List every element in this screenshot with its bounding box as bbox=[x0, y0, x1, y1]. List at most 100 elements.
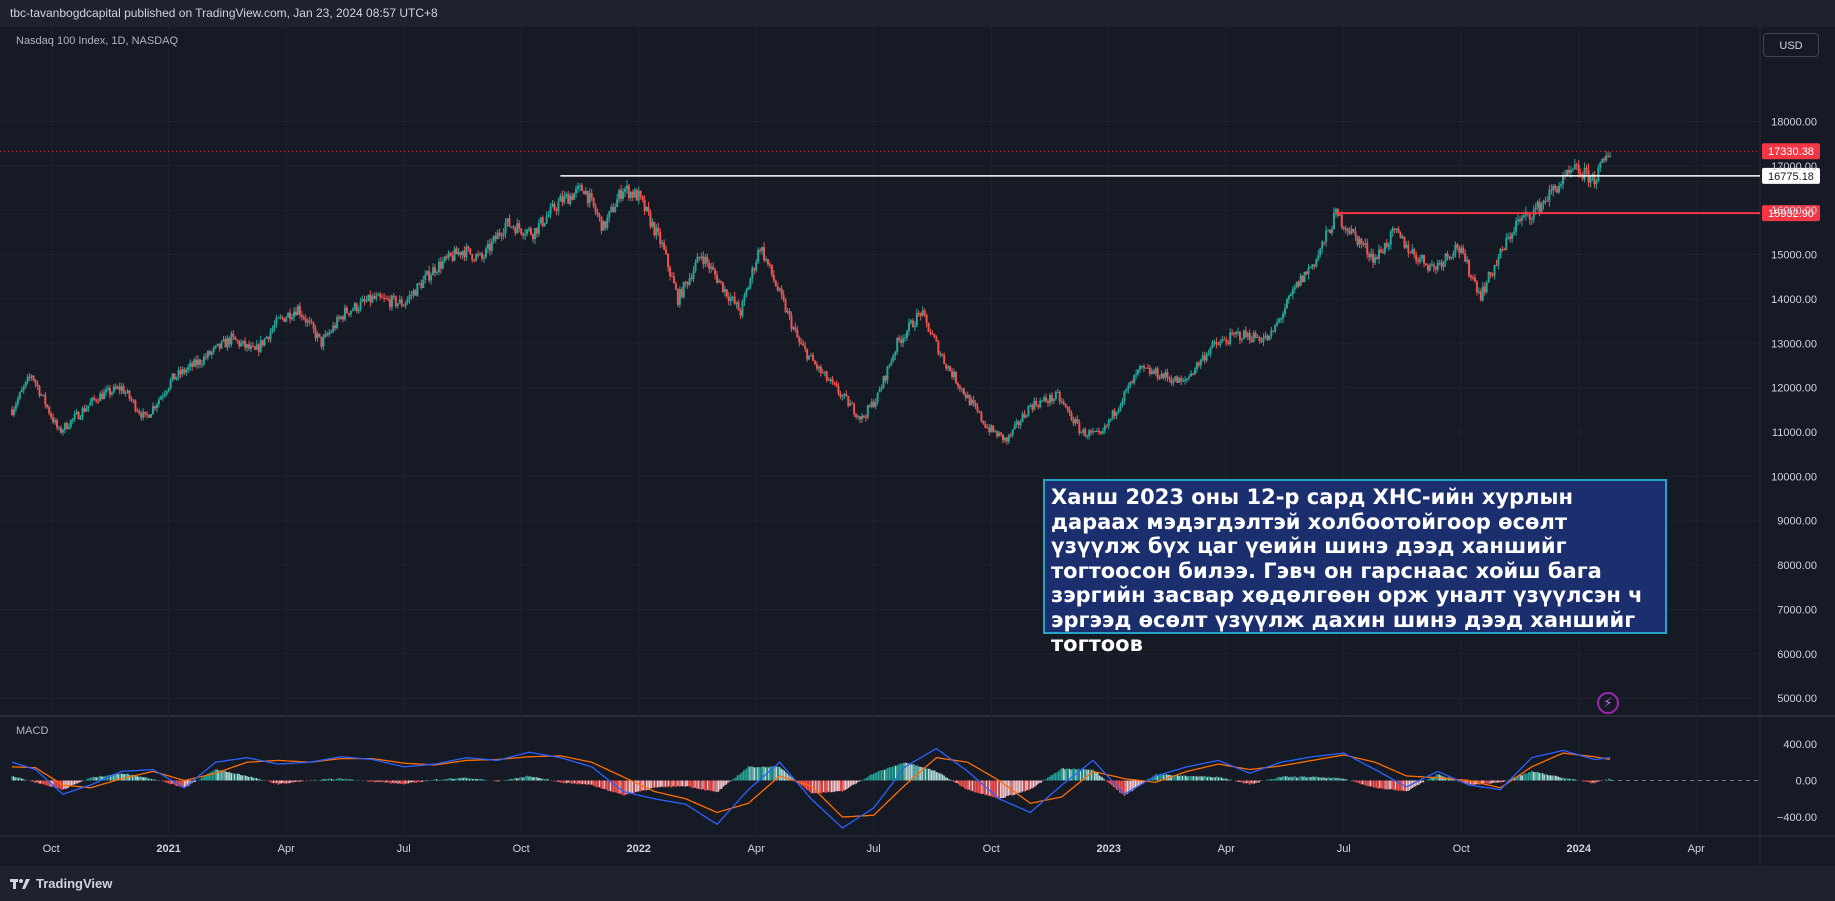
time-axis[interactable]: Oct 2021 Apr Jul Oct 2022 Apr Jul Oct 2023 Apr Jul O… bbox=[43, 843, 1706, 855]
price-candle-body bbox=[1517, 219, 1520, 222]
price-candle-body bbox=[50, 413, 53, 418]
price-candle-body bbox=[261, 340, 264, 346]
price-candle-body bbox=[1233, 333, 1236, 335]
price-candle-body bbox=[1364, 242, 1367, 245]
price-candle-body bbox=[77, 411, 80, 420]
price-tick-label: 5000.00 bbox=[1777, 693, 1817, 705]
price-candle-body bbox=[1458, 247, 1461, 254]
price-candle-body bbox=[345, 307, 348, 314]
price-candle-body bbox=[1573, 164, 1576, 170]
price-candle-body bbox=[1466, 259, 1469, 262]
symbol-title[interactable]: Nasdaq 100 Index, 1D, NASDAQ bbox=[16, 35, 179, 47]
price-candle-body bbox=[510, 226, 513, 228]
price-candle-body bbox=[915, 312, 918, 326]
price-candle-body bbox=[1518, 219, 1521, 221]
price-candle-body bbox=[118, 386, 121, 391]
price-candle-body bbox=[267, 336, 270, 340]
price-candle-body bbox=[175, 377, 178, 380]
price-candle-body bbox=[962, 388, 965, 395]
price-candle-body bbox=[85, 408, 88, 412]
price-candle-body bbox=[1197, 362, 1200, 366]
price-candle-body bbox=[208, 351, 211, 355]
price-candle-body bbox=[1240, 339, 1243, 341]
price-candle-body bbox=[388, 299, 391, 308]
price-candle-body bbox=[36, 383, 39, 387]
brand-name[interactable]: TradingView bbox=[36, 876, 113, 891]
time-tick-label: Oct bbox=[983, 843, 1000, 855]
price-candle-body bbox=[872, 401, 875, 407]
price-candle-body bbox=[1223, 339, 1226, 341]
lightning-icon[interactable]: ⚡ bbox=[1597, 692, 1619, 714]
price-candle-body bbox=[575, 188, 578, 194]
currency-button[interactable]: USD bbox=[1763, 33, 1819, 57]
horizontal-level-label: 16775.18 bbox=[1768, 171, 1814, 183]
price-candle-body bbox=[604, 221, 607, 228]
price-candle-body bbox=[1195, 362, 1198, 370]
horizontal-level-label-bg bbox=[1762, 167, 1820, 184]
price-candle-body bbox=[1556, 188, 1559, 193]
price-candle-body bbox=[1184, 379, 1187, 381]
price-candle-body bbox=[1493, 265, 1496, 276]
price-candle-body bbox=[1027, 406, 1030, 417]
price-candle-body bbox=[1309, 267, 1312, 269]
macd-indicator-label[interactable]: MACD bbox=[16, 725, 49, 737]
time-tick-label: Apr bbox=[1688, 843, 1705, 855]
price-candle-body bbox=[1133, 375, 1136, 384]
price-candle-body bbox=[224, 339, 227, 348]
price-candle-body bbox=[766, 259, 769, 265]
price-candle-body bbox=[725, 289, 728, 297]
price-candle-body bbox=[163, 393, 166, 396]
price-candle-body bbox=[623, 188, 626, 192]
price-candle-body bbox=[1428, 264, 1431, 271]
price-candle-body bbox=[1170, 379, 1173, 384]
price-candle-body bbox=[1023, 413, 1026, 418]
price-candle-body bbox=[428, 270, 431, 281]
annotation-text: Ханш 2023 оны 12-р сард ХНС-ийн хурлын д… bbox=[1051, 485, 1643, 656]
price-candle-body bbox=[1086, 436, 1089, 438]
price-candle-body bbox=[1150, 370, 1153, 374]
price-candle-body bbox=[1238, 331, 1241, 340]
price-candle-body bbox=[1174, 376, 1177, 382]
chart-canvas[interactable]: 16775.18 15932.90 17330.38 5000.00 6000.00 7… bbox=[0, 0, 1835, 866]
price-candle-body bbox=[1095, 430, 1098, 432]
price-axis[interactable]: 5000.00 6000.00 7000.00 8000.00 9000.00 10000… bbox=[1771, 116, 1817, 824]
annotation-note[interactable]: Ханш 2023 оны 12-р сард ХНС-ийн хурлын д… bbox=[1043, 479, 1667, 656]
price-candle-body bbox=[625, 185, 628, 189]
price-candle-body bbox=[263, 338, 266, 346]
price-candle-body bbox=[167, 387, 170, 392]
price-candle-body bbox=[410, 294, 413, 296]
price-candle-body bbox=[138, 411, 141, 414]
price-candle-body bbox=[214, 345, 217, 348]
macd-pane bbox=[11, 747, 1760, 829]
price-candle-body bbox=[126, 390, 129, 393]
price-candle-body bbox=[516, 223, 519, 234]
price-candle-body bbox=[165, 391, 168, 394]
price-candle-body bbox=[1323, 242, 1326, 244]
price-candle-body bbox=[105, 389, 108, 393]
horizontal-level-label: 15932.90 bbox=[1768, 208, 1814, 220]
price-candle-body bbox=[1221, 339, 1224, 342]
price-candle-body bbox=[1105, 425, 1108, 427]
price-candle-body bbox=[674, 283, 677, 290]
price-candle-body bbox=[1499, 248, 1502, 258]
tradingview-logo-icon[interactable] bbox=[10, 878, 30, 890]
price-candle-body bbox=[206, 351, 209, 358]
price-candle-body bbox=[197, 359, 200, 366]
price-candle-body bbox=[1550, 189, 1553, 191]
price-candle-body bbox=[152, 406, 155, 415]
price-candle-body bbox=[396, 303, 399, 306]
price-candle-body bbox=[1158, 378, 1161, 380]
price-candle-body bbox=[1475, 281, 1478, 293]
price-candle-body bbox=[1423, 255, 1426, 264]
price-candle-body bbox=[774, 280, 777, 287]
price-candle-body bbox=[665, 249, 668, 254]
price-candle-body bbox=[392, 295, 395, 297]
price-candle-body bbox=[435, 271, 438, 273]
price-candle-body bbox=[146, 414, 149, 416]
price-candle-body bbox=[1007, 434, 1010, 442]
price-candle-body bbox=[1025, 416, 1028, 418]
price-candle-body bbox=[183, 369, 186, 373]
price-candle-body bbox=[1405, 244, 1408, 248]
price-candle-body bbox=[1481, 286, 1484, 301]
price-candle-body bbox=[1325, 230, 1328, 243]
